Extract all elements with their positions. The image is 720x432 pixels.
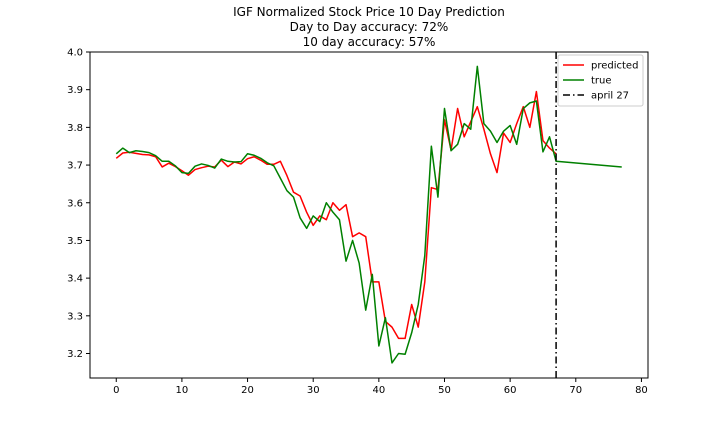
title-line-1: Day to Day accuracy: 72% <box>290 20 449 34</box>
x-tick-label-20: 20 <box>241 385 254 396</box>
y-tick-label-3.9: 3.9 <box>67 85 83 96</box>
legend: predicted true april 27 <box>557 54 644 107</box>
x-tick-label-40: 40 <box>372 385 385 396</box>
series-group <box>115 65 622 364</box>
x-tick-label-80: 80 <box>635 385 648 396</box>
y-tick-label-3.3: 3.3 <box>67 311 83 322</box>
legend-label-true: true <box>591 76 612 87</box>
plot-frame <box>89 51 649 379</box>
series-line-predicted <box>115 90 557 340</box>
plot-area <box>89 51 649 379</box>
y-tick-label-3.5: 3.5 <box>67 236 83 247</box>
y-tick-label-3.6: 3.6 <box>67 198 83 209</box>
series-line-true <box>115 65 622 364</box>
x-tick-label-10: 10 <box>176 385 189 396</box>
title-line-0: IGF Normalized Stock Price 10 Day Predic… <box>233 5 505 19</box>
y-tick-label-3.8: 3.8 <box>67 123 83 134</box>
y-tick-label-3.2: 3.2 <box>67 349 83 360</box>
legend-box <box>557 54 644 107</box>
x-tick-label-0: 0 <box>113 385 119 396</box>
x-tick-label-30: 30 <box>307 385 320 396</box>
y-axis: 3.2 3.3 3.4 3.5 3.6 3.7 3.8 3.9 4.0 <box>67 48 90 360</box>
y-tick-label-3.4: 3.4 <box>67 274 83 285</box>
legend-label-predicted: predicted <box>591 61 638 72</box>
title-line-2: 10 day accuracy: 57% <box>303 35 436 49</box>
x-tick-label-70: 70 <box>569 385 582 396</box>
legend-label-april-27: april 27 <box>591 91 629 102</box>
x-tick-label-50: 50 <box>438 385 451 396</box>
y-tick-label-4: 4.0 <box>67 48 83 59</box>
x-tick-label-60: 60 <box>504 385 517 396</box>
chart-title: IGF Normalized Stock Price 10 Day Predic… <box>233 5 505 49</box>
x-axis: 0 10 20 30 40 50 60 70 80 <box>113 378 648 396</box>
y-tick-label-3.7: 3.7 <box>67 161 83 172</box>
